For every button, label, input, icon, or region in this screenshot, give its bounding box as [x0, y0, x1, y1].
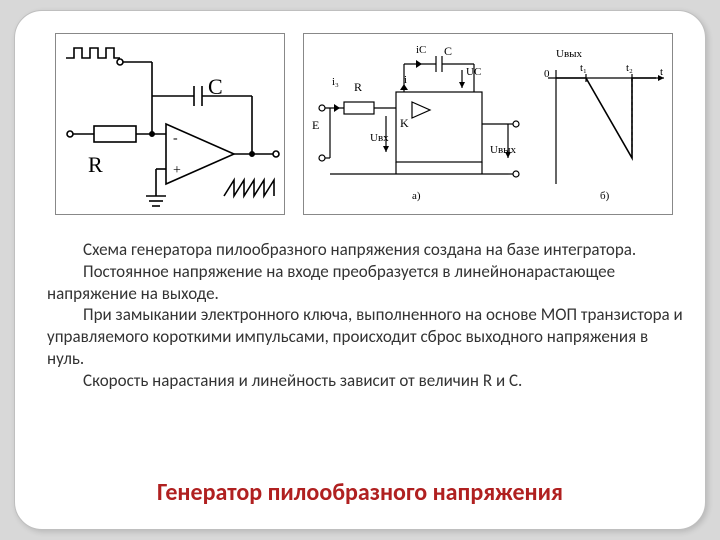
label-uvx: Uвх: [370, 132, 389, 144]
label-c2: C: [444, 44, 452, 59]
body-text: Схема генератора пилообразного напряжени…: [47, 239, 683, 391]
label-c: C: [208, 74, 223, 100]
paragraph-3: При замыкании электронного ключа, выполн…: [47, 304, 683, 369]
diagram-row: - +: [55, 33, 673, 215]
slide-title: Генератор пилообразного напряжения: [15, 478, 705, 507]
label-r: R: [88, 152, 103, 178]
paragraph-4: Скорость нарастания и линейность зависит…: [47, 370, 683, 392]
svg-text:+: +: [173, 163, 181, 178]
label-zero: 0: [544, 68, 550, 80]
label-t2: t₂: [626, 62, 633, 74]
diagram-integrator: - +: [55, 33, 285, 215]
label-uvyx: Uвых: [490, 144, 516, 156]
label-uc: UС: [466, 66, 481, 78]
diagram-integrator-svg: - +: [56, 34, 286, 216]
label-panel-a: а): [412, 190, 421, 202]
label-i: i: [404, 74, 407, 86]
diagram-detailed-svg: [304, 34, 674, 216]
label-k: K: [400, 116, 409, 131]
label-ic: iС: [416, 44, 426, 56]
paragraph-2: Постоянное напряжение на входе преобразу…: [47, 261, 683, 305]
label-t: t: [660, 66, 663, 78]
label-r2: R: [354, 80, 362, 95]
label-t1: t₁: [580, 62, 587, 74]
paragraph-1: Схема генератора пилообразного напряжени…: [47, 239, 683, 261]
svg-text:-: -: [173, 131, 178, 146]
label-e: E: [312, 118, 319, 133]
label-panel-b: б): [600, 190, 609, 202]
label-uout: Uвых: [556, 48, 582, 60]
slide-frame: - +: [14, 10, 706, 530]
diagram-detailed: i₃ R iС C UС i K E Uвх Uвых а) Uвых 0 t₁…: [303, 33, 673, 215]
label-i3: i₃: [332, 76, 339, 88]
